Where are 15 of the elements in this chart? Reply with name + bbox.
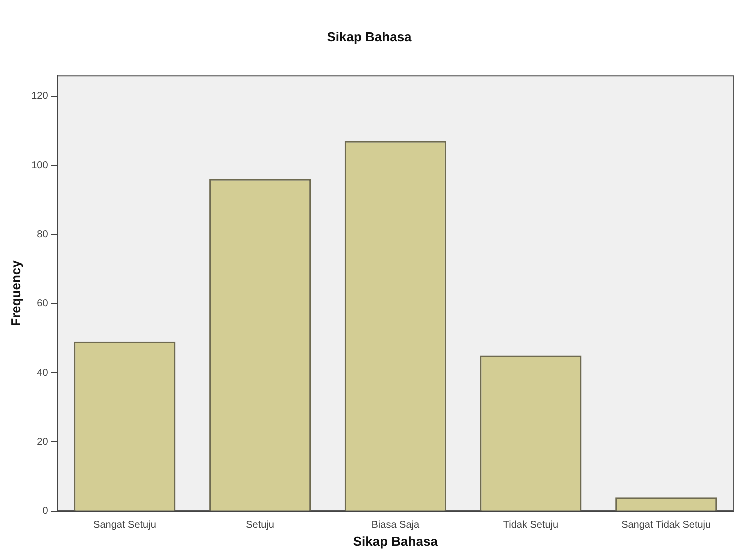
x-tick-label: Sangat Setuju bbox=[94, 520, 156, 532]
x-tick-label: Sangat Tidak Setuju bbox=[622, 520, 712, 532]
y-tick-label: 100 bbox=[32, 160, 49, 172]
y-axis-title: Frequency bbox=[8, 260, 24, 326]
y-tick-label: 80 bbox=[37, 229, 49, 240]
y-tick-label: 20 bbox=[37, 436, 49, 448]
x-axis-title: Sikap Bahasa bbox=[353, 534, 439, 549]
y-tick-label: 60 bbox=[37, 298, 49, 310]
y-tick-label: 40 bbox=[37, 368, 49, 379]
y-tick-label: 120 bbox=[32, 91, 49, 102]
x-tick-label: Setuju bbox=[246, 520, 274, 532]
y-tick-label: 0 bbox=[42, 506, 49, 518]
x-tick-label: Tidak Setuju bbox=[503, 520, 559, 532]
x-tick-label: Biasa Saja bbox=[372, 520, 420, 532]
chart-title: Sikap Bahasa bbox=[327, 29, 413, 44]
